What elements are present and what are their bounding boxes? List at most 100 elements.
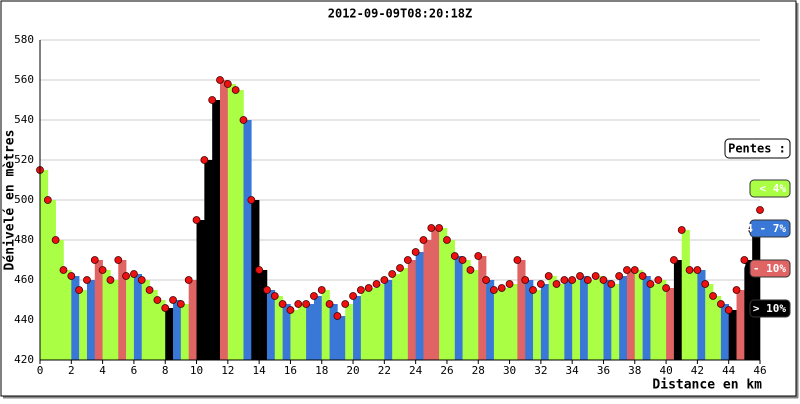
- elevation-point: [286, 306, 295, 314]
- x-tick-label: 28: [472, 364, 485, 377]
- elevation-point: [638, 272, 647, 280]
- slope-bar: [564, 280, 573, 360]
- slope-bar: [47, 200, 56, 360]
- slope-bar: [400, 268, 409, 360]
- slope-bar: [595, 276, 604, 360]
- elevation-point: [294, 300, 303, 308]
- slope-bar: [298, 304, 307, 360]
- elevation-point: [583, 276, 592, 284]
- slope-bar: [486, 280, 495, 360]
- elevation-point: [98, 266, 107, 274]
- x-tick-label: 2: [68, 364, 75, 377]
- elevation-point: [67, 272, 76, 280]
- elevation-point: [662, 284, 670, 292]
- slope-bar: [313, 296, 323, 360]
- elevation-point: [137, 276, 146, 284]
- elevation-point: [458, 256, 467, 264]
- elevation-point: [356, 286, 365, 294]
- elevation-point: [388, 270, 397, 278]
- slope-bar: [141, 280, 150, 360]
- slope-bar: [63, 270, 72, 360]
- elevation-point: [310, 292, 318, 300]
- elevation-point: [90, 256, 99, 264]
- slope-bar: [689, 270, 698, 360]
- elevation-point: [364, 284, 373, 292]
- elevation-point: [474, 252, 483, 260]
- x-tick-label: 6: [131, 364, 138, 377]
- elevation-point: [51, 236, 60, 244]
- elevation-point: [576, 272, 584, 280]
- elevation-point: [333, 312, 342, 320]
- elevation-point: [544, 272, 553, 280]
- slope-bar: [736, 290, 745, 360]
- slope-bar: [126, 276, 135, 360]
- slope-bar: [345, 304, 354, 360]
- elevation-point: [693, 266, 702, 274]
- slope-bar: [517, 260, 526, 360]
- y-tick-label: 420: [14, 353, 34, 366]
- slope-bar: [462, 260, 471, 360]
- elevation-point: [677, 226, 686, 234]
- slope-bar: [525, 280, 534, 360]
- slope-bar: [165, 308, 174, 360]
- legend-label: 7 - 10%: [740, 262, 787, 275]
- slope-bar: [94, 260, 103, 360]
- elevation-point: [716, 300, 725, 308]
- elevation-point: [380, 276, 389, 284]
- y-tick-label: 540: [14, 113, 34, 126]
- elevation-point: [450, 252, 459, 260]
- elevation-point: [349, 292, 357, 300]
- legend-title-box: [724, 138, 791, 159]
- elevation-point: [278, 300, 287, 308]
- slope-bar: [55, 240, 64, 360]
- slope-bar: [368, 288, 377, 360]
- y-tick-label: 440: [14, 313, 34, 326]
- slope-bar: [446, 240, 456, 360]
- slope-bar: [642, 276, 651, 360]
- elevation-point: [239, 116, 248, 124]
- elevation-point: [176, 300, 185, 308]
- slope-bar: [666, 288, 675, 360]
- slope-bar: [509, 284, 518, 360]
- slope-bar: [266, 290, 276, 360]
- x-tick-label: 10: [190, 364, 203, 377]
- elevation-point: [732, 286, 741, 294]
- slope-bar: [439, 228, 448, 360]
- slope-bar: [204, 160, 213, 360]
- slope-bar: [415, 252, 424, 360]
- elevation-point: [341, 300, 350, 308]
- slope-bar: [149, 290, 158, 360]
- slope-bar: [752, 230, 761, 360]
- elevation-point: [270, 292, 279, 300]
- y-tick-label: 460: [14, 273, 34, 286]
- elevation-point: [466, 266, 475, 274]
- legend-swatch: [749, 179, 791, 198]
- elevation-point: [568, 276, 577, 284]
- legend-swatch: [749, 259, 791, 278]
- elevation-point: [263, 286, 271, 294]
- legend-swatch: [749, 219, 791, 238]
- x-tick-label: 24: [409, 364, 423, 377]
- slope-bar: [580, 276, 589, 360]
- legend-label: 4 - 7%: [746, 222, 786, 235]
- elevation-point: [122, 272, 130, 280]
- slope-bar: [110, 280, 119, 360]
- slope-bar: [251, 200, 260, 360]
- elevation-point: [630, 266, 639, 274]
- slope-bar: [548, 276, 557, 360]
- elevation-point: [560, 276, 569, 284]
- elevation-point: [482, 276, 490, 284]
- slope-bar: [720, 304, 729, 360]
- elevation-point: [724, 306, 733, 314]
- elevation-point: [317, 286, 326, 294]
- elevation-point: [411, 248, 420, 256]
- elevation-point: [552, 280, 561, 288]
- slope-bar: [478, 256, 487, 360]
- elevation-point: [646, 280, 655, 288]
- slope-bar: [384, 280, 393, 360]
- x-axis-label: Distance en km: [652, 378, 762, 393]
- elevation-point: [536, 280, 545, 288]
- slope-bar: [353, 296, 362, 360]
- slope-bar: [173, 300, 182, 360]
